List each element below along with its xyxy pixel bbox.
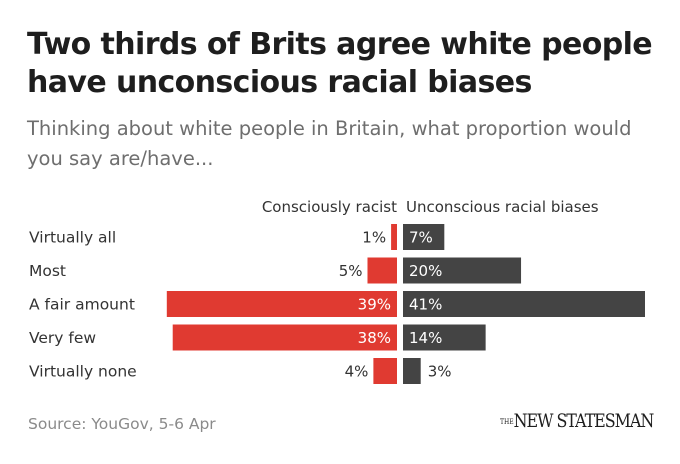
publisher-logo: THENEW STATESMAN — [499, 409, 654, 435]
value-label-unconscious-biases-a-fair-amount: 41% — [409, 296, 442, 314]
bar-unconscious-biases-virtually-none — [403, 358, 421, 384]
series-header-consciously-racist: Consciously racist — [262, 198, 397, 216]
source-note: Source: YouGov, 5-6 Apr — [28, 415, 216, 433]
bar-consciously-racist-virtually-none — [373, 358, 397, 384]
bar-consciously-racist-virtually-all — [391, 224, 397, 250]
value-label-consciously-racist-a-fair-amount: 39% — [358, 296, 391, 314]
category-label-virtually-all: Virtually all — [29, 229, 116, 247]
value-label-consciously-racist-most: 5% — [339, 262, 363, 280]
bar-unconscious-biases-most — [403, 257, 522, 284]
category-label-most: Most — [29, 262, 66, 280]
value-label-consciously-racist-virtually-all: 1% — [362, 229, 386, 247]
value-label-unconscious-biases-very-few: 14% — [409, 329, 442, 347]
value-label-consciously-racist-virtually-none: 4% — [345, 363, 369, 381]
bar-unconscious-biases-very-few — [403, 324, 486, 351]
brand-prefix: THE — [499, 418, 514, 426]
bar-consciously-racist-very-few — [172, 324, 397, 351]
category-label-a-fair-amount: A fair amount — [29, 296, 135, 314]
bar-unconscious-biases-virtually-all — [403, 224, 445, 250]
category-label-very-few: Very few — [29, 329, 96, 347]
brand-name: NEW STATESMAN — [513, 411, 654, 432]
category-label-virtually-none: Virtually none — [29, 363, 137, 381]
chart-rows: Virtually all 1% 7% Most 5% 20% A fair amount 3… — [29, 224, 645, 384]
chart-subtitle: Thinking about white people in Britain, … — [27, 117, 632, 170]
chart-title: Two thirds of Brits agree white people h… — [27, 27, 653, 100]
value-label-unconscious-biases-virtually-none: 3% — [428, 363, 452, 381]
value-label-unconscious-biases-virtually-all: 7% — [409, 229, 433, 247]
series-header-unconscious-biases: Unconscious racial biases — [406, 198, 599, 216]
value-label-unconscious-biases-most: 20% — [409, 262, 442, 280]
bar-consciously-racist-a-fair-amount — [166, 291, 397, 317]
bar-consciously-racist-most — [367, 257, 397, 284]
bar-unconscious-biases-a-fair-amount — [403, 291, 645, 317]
value-label-consciously-racist-very-few: 38% — [358, 329, 391, 347]
